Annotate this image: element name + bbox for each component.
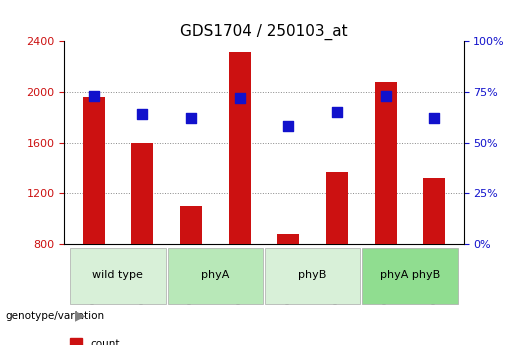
Point [430,116,438,121]
Point [284,124,293,129]
Text: genotype/variation: genotype/variation [5,311,104,321]
FancyBboxPatch shape [265,248,360,304]
Text: phyA: phyA [201,270,230,280]
Point [187,116,195,121]
Bar [375,82,397,244]
FancyBboxPatch shape [167,248,263,304]
Text: phyA phyB: phyA phyB [380,270,440,280]
Bar [326,172,348,244]
Point [90,93,98,99]
Point [382,93,390,99]
FancyBboxPatch shape [362,248,458,304]
Text: ▶: ▶ [75,309,85,323]
Point [333,109,341,115]
Bar [82,97,105,244]
Bar [131,142,153,244]
Legend: count, percentile rank within the sample: count, percentile rank within the sample [70,338,266,345]
Title: GDS1704 / 250103_at: GDS1704 / 250103_at [180,24,348,40]
FancyBboxPatch shape [70,248,166,304]
Point [235,95,244,101]
Text: wild type: wild type [93,270,143,280]
Bar [423,178,445,244]
Bar [180,206,202,244]
Text: phyB: phyB [298,270,327,280]
Bar [229,51,251,244]
Bar [277,234,299,244]
Point [138,111,146,117]
